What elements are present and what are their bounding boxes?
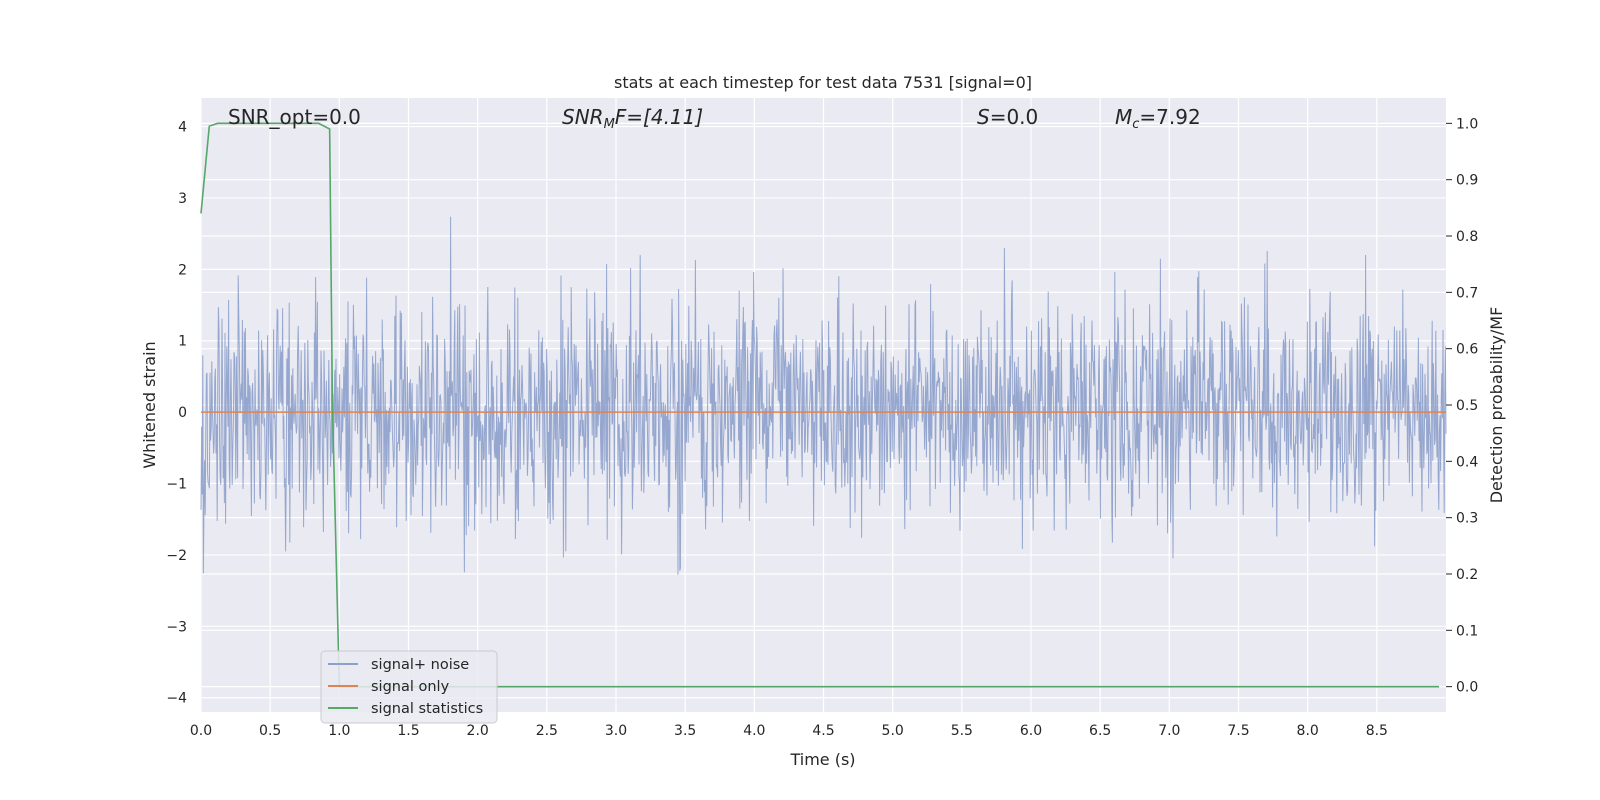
y-right-tick-label: 0.1 <box>1456 623 1478 639</box>
x-tick-label: 0.0 <box>190 723 212 739</box>
y-right-tick-label: 0.0 <box>1456 680 1478 696</box>
y-right-tick-label: 0.8 <box>1456 229 1478 245</box>
legend-label-signal-statistics: signal statistics <box>371 701 483 717</box>
y-right-tick-label: 0.5 <box>1456 398 1478 414</box>
y-axis-right-ticks: 1.0 0.9 0.8 0.7 0.6 0.5 0.4 0.3 0.2 0.1 0.0 <box>1446 116 1478 696</box>
x-tick-label: 8.5 <box>1366 723 1388 739</box>
x-tick-label: 2.0 <box>467 723 489 739</box>
y-right-tick-label: 0.6 <box>1456 342 1478 358</box>
y-tick-label: 0 <box>178 405 187 421</box>
x-tick-label: 4.0 <box>743 723 765 739</box>
x-tick-label: 7.5 <box>1227 723 1249 739</box>
x-axis-label: Time (s) <box>789 750 855 769</box>
y-right-tick-label: 1.0 <box>1456 116 1478 132</box>
x-tick-label: 1.5 <box>397 723 419 739</box>
y-tick-label: 3 <box>178 191 187 207</box>
x-tick-label: 0.5 <box>259 723 281 739</box>
y-axis-label: Whitened strain <box>140 341 159 468</box>
x-tick-label: 3.5 <box>674 723 696 739</box>
annotation-s-value: =0.0 <box>990 105 1039 129</box>
annotation-mc-symbol: M <box>1115 105 1132 129</box>
annotation-snr-opt: SNR_opt=0.0 <box>228 105 361 129</box>
annotation-snr-mf-value: F=[4.11] <box>615 105 703 129</box>
y-axis-left-ticks: 4 3 2 1 0 −1 −2 −3 −4 <box>166 120 187 707</box>
annotation-snr-mf-symbol: SNR <box>562 105 604 129</box>
x-tick-label: 5.0 <box>882 723 904 739</box>
annotation-mc-subscript: c <box>1132 117 1139 132</box>
signal-noise-path <box>200 216 1447 575</box>
series-signal-statistics-line <box>200 122 1440 688</box>
y-tick-label: −4 <box>166 691 187 707</box>
annotation-snr-mf-subscript: M <box>604 117 615 132</box>
annotation-mc-value: =7.92 <box>1139 105 1200 129</box>
legend-box <box>320 650 498 724</box>
x-tick-label: 6.5 <box>1089 723 1111 739</box>
y-right-tick-label: 0.7 <box>1456 285 1478 301</box>
y-tick-label: 1 <box>178 334 187 350</box>
y-tick-label: −1 <box>166 477 187 493</box>
chart-title: stats at each timestep for test data 753… <box>614 73 1032 92</box>
x-axis-ticks: 0.0 0.5 1.0 1.5 2.0 2.5 3.0 3.5 4.0 4.5 5.0 5.5 6.0 6… <box>190 723 1388 739</box>
annotation-s: S=0.0 <box>977 105 1038 129</box>
annotation-s-symbol: S <box>977 105 990 129</box>
y-tick-label: −3 <box>166 619 187 635</box>
x-tick-label: 7.0 <box>1158 723 1180 739</box>
x-tick-label: 8.0 <box>1297 723 1319 739</box>
y-tick-label: 2 <box>178 262 187 278</box>
x-tick-label: 4.5 <box>812 723 834 739</box>
x-tick-label: 6.0 <box>1020 723 1042 739</box>
legend-label-signal-noise: signal+ noise <box>371 657 469 673</box>
annotation-mc: Mc=7.92 <box>1115 105 1201 132</box>
x-tick-label: 1.0 <box>328 723 350 739</box>
annotation-snr-mf: SNRMF=[4.11] <box>562 105 703 132</box>
y-axis-right-label: Detection probability/MF <box>1487 307 1506 504</box>
x-tick-label: 5.5 <box>951 723 973 739</box>
x-tick-label: 2.5 <box>536 723 558 739</box>
legend: signal+ noise signal only signal statist… <box>320 650 498 724</box>
y-right-tick-label: 0.4 <box>1456 454 1478 470</box>
y-tick-label: 4 <box>178 120 187 136</box>
series-signal-noise <box>200 216 1447 575</box>
y-right-tick-label: 0.3 <box>1456 511 1478 527</box>
legend-label-signal-only: signal only <box>371 679 450 695</box>
y-right-tick-label: 0.9 <box>1456 173 1478 189</box>
y-right-tick-label: 0.2 <box>1456 567 1478 583</box>
y-tick-label: −2 <box>166 548 187 564</box>
x-tick-label: 3.0 <box>605 723 627 739</box>
